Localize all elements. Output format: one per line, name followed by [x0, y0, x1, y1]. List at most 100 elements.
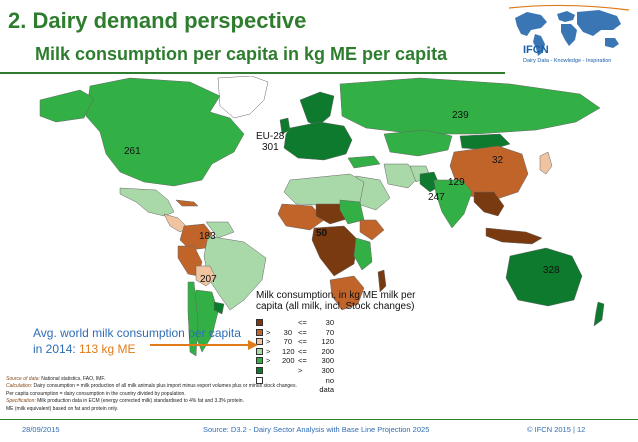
page-subtitle: Milk consumption per capita in kg ME per…	[35, 44, 448, 64]
note-line: Specification: Milk production data in E…	[6, 398, 426, 405]
legend-hi: 120	[321, 337, 334, 347]
average-prefix: in 2014:	[33, 342, 80, 356]
page-title: 2. Dairy demand perspective	[8, 8, 307, 33]
average-callout: Avg. world milk consumption per capita i…	[33, 325, 241, 357]
legend-op2: <=	[298, 337, 307, 347]
region-indonesia	[485, 227, 543, 245]
legend-swatch	[256, 347, 263, 355]
region-india	[433, 179, 473, 229]
region-alaska	[39, 89, 95, 123]
source-notes: Source of data: National statistics, FAO…	[6, 376, 426, 413]
note-text: Dairy consumption = milk production of a…	[32, 383, 297, 390]
label-australia: 328	[543, 265, 560, 276]
label-eu-name: EU-28	[256, 131, 285, 142]
legend-lo: 120	[282, 346, 295, 356]
footer-date: 28/09/2015	[22, 425, 60, 434]
note-line: Calculation: Dairy consumption = milk pr…	[6, 383, 426, 390]
label-russia: 239	[452, 110, 469, 121]
legend-hi: 70	[325, 327, 334, 337]
note-line: Source of data: National statistics, FAO…	[6, 376, 426, 383]
region-australia	[505, 247, 583, 307]
legend-row: <= 30	[256, 318, 456, 328]
region-ethiopia	[359, 219, 385, 241]
legend-swatch	[256, 357, 263, 365]
region-greenland	[217, 76, 269, 119]
region-chile	[187, 281, 199, 357]
label-china: 32	[492, 155, 504, 166]
note-text: National statistics, FAO, IMF.	[39, 376, 106, 382]
legend-swatch	[256, 338, 263, 346]
label-india: 247	[428, 192, 445, 203]
average-line-1: Avg. world milk consumption per capita	[33, 326, 241, 340]
region-russia	[339, 77, 601, 135]
region-japan	[539, 151, 553, 175]
region-scandinavia	[299, 91, 335, 127]
region-uk	[279, 117, 291, 135]
average-arrow-icon	[150, 340, 258, 350]
region-new-zealand	[593, 301, 605, 327]
region-turkey	[347, 155, 381, 169]
logo-tagline: Dairy Data - Knowledge - Inspiration	[523, 58, 612, 64]
region-eu-28	[283, 121, 353, 161]
legend-hi: 300	[321, 356, 334, 366]
note-line: ME (milk equivalent) based on fat and pr…	[6, 406, 426, 413]
legend-op2: <=	[298, 346, 307, 356]
note-key: Specification:	[6, 398, 36, 405]
region-bolivia	[195, 265, 217, 287]
legend-op2: <=	[298, 318, 307, 327]
region-china	[449, 145, 529, 201]
legend-lo: 200	[282, 356, 295, 366]
legend-lo: 70	[283, 337, 292, 347]
region-caribbean	[175, 199, 199, 207]
label-africa: 50	[316, 228, 328, 239]
legend-op1: >	[266, 327, 271, 337]
region-venezuela	[205, 221, 235, 239]
legend-row: >300	[256, 366, 456, 376]
region-kazakhstan	[383, 129, 453, 157]
ifcn-logo-icon	[505, 4, 633, 74]
average-line-2: in 2014: 113 kg ME	[33, 341, 241, 357]
legend-hi: no data	[319, 375, 334, 394]
header-divider	[0, 72, 505, 74]
legend-swatch	[256, 376, 263, 384]
label-north-america: 261	[124, 146, 141, 157]
region-southern-africa	[329, 275, 365, 311]
legend-row: >200 <= 300	[256, 356, 456, 366]
legend-swatch	[256, 319, 263, 326]
region-central-africa	[311, 225, 359, 277]
label-eu-value: 301	[262, 142, 279, 153]
legend-hi: 30	[325, 318, 334, 327]
average-value: 113	[79, 342, 99, 356]
region-madagascar	[377, 269, 387, 293]
legend-row: no data	[256, 376, 456, 394]
legend-op2: <=	[298, 356, 307, 366]
legend-hi: 300	[321, 366, 334, 375]
legend-swatch	[256, 367, 263, 374]
legend-row: >30 <= 70	[256, 328, 456, 338]
label-argentina: 207	[200, 274, 217, 285]
note-text: ME (milk equivalent) based on fat and pr…	[6, 405, 119, 412]
region-southeast-asia	[473, 191, 505, 217]
legend-op2: >	[298, 366, 303, 375]
region-mexico	[119, 187, 175, 217]
region-north-america	[85, 77, 245, 187]
legend-op2: <=	[298, 327, 307, 337]
region-west-africa	[277, 203, 325, 231]
region-iran	[383, 163, 419, 189]
legend-op1: >	[266, 356, 271, 366]
legend-title: Milk consumption, in kg ME milk per capi…	[256, 290, 416, 312]
note-key: Calculation:	[6, 383, 33, 390]
note-line: Per capita consumption = dairy consumpti…	[6, 391, 426, 398]
footer-source: Source: D3.2 - Dairy Sector Analysis wit…	[203, 425, 430, 434]
legend-row: >120 <= 200	[256, 347, 456, 357]
legend-lo: 30	[283, 327, 292, 337]
legend-op1: >	[266, 337, 271, 347]
world-map	[0, 76, 638, 376]
footer-copyright: © IFCN 2015 | 12	[527, 425, 586, 434]
region-uruguay	[213, 301, 225, 315]
label-west-asia: 129	[448, 177, 465, 188]
average-unit: kg ME	[98, 342, 136, 356]
legend-op1: >	[266, 346, 271, 356]
note-text: Per capita consumption = dairy consumpti…	[6, 390, 186, 397]
region-sudan	[339, 199, 365, 225]
